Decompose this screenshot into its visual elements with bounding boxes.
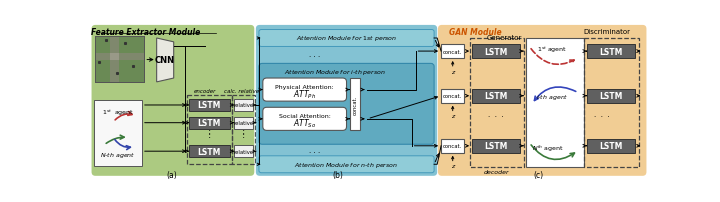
Text: ·  ·  ·: · · · — [593, 113, 609, 119]
FancyBboxPatch shape — [256, 26, 437, 176]
Bar — [94, 37, 144, 82]
Text: ·  ·  ·: · · · — [488, 113, 504, 119]
Bar — [441, 45, 464, 59]
Bar — [94, 53, 144, 61]
Text: LSTM: LSTM — [485, 92, 508, 101]
Text: Discriminator: Discriminator — [583, 29, 631, 35]
Bar — [441, 139, 464, 153]
Bar — [94, 37, 144, 82]
Text: LSTM: LSTM — [485, 142, 508, 150]
Bar — [526, 39, 584, 167]
Text: decoder: decoder — [483, 169, 509, 174]
Bar — [585, 39, 639, 167]
Text: Attention Module for $1st$ person: Attention Module for $1st$ person — [296, 34, 397, 43]
Text: LSTM: LSTM — [198, 101, 221, 110]
Text: Social Attention:: Social Attention: — [279, 114, 330, 119]
Bar — [469, 39, 524, 167]
Text: (c): (c) — [533, 170, 543, 179]
FancyBboxPatch shape — [438, 26, 647, 176]
Text: $ATT_{Ph}$: $ATT_{Ph}$ — [293, 88, 316, 100]
Text: concat.: concat. — [443, 94, 462, 99]
Text: Generator: Generator — [487, 35, 522, 41]
FancyBboxPatch shape — [263, 79, 346, 102]
Text: relative: relative — [233, 149, 253, 154]
Text: relative: relative — [233, 121, 253, 126]
Bar — [587, 89, 635, 103]
Bar — [189, 99, 230, 112]
Text: 1$^{st}$  agent: 1$^{st}$ agent — [102, 107, 134, 117]
Bar — [587, 45, 635, 59]
Bar — [110, 53, 120, 61]
Text: concat.: concat. — [443, 49, 462, 54]
Text: z: z — [451, 114, 454, 119]
Bar — [110, 37, 120, 82]
Bar — [232, 96, 255, 164]
Bar — [189, 145, 230, 158]
Bar — [234, 117, 253, 129]
Text: CNN: CNN — [155, 56, 175, 65]
Text: :: : — [242, 130, 245, 140]
Text: z: z — [451, 69, 454, 74]
FancyBboxPatch shape — [259, 64, 434, 145]
Bar — [187, 96, 232, 164]
Bar — [234, 145, 253, 158]
FancyBboxPatch shape — [263, 108, 346, 131]
Text: $N$-th agent: $N$-th agent — [100, 150, 135, 159]
Bar — [587, 139, 635, 153]
Text: 1$^{st}$ agent: 1$^{st}$ agent — [537, 45, 567, 55]
Text: (b): (b) — [333, 170, 343, 179]
Text: concat.: concat. — [353, 95, 358, 114]
Text: Attention Module for $i$-th person: Attention Module for $i$-th person — [284, 67, 386, 76]
FancyBboxPatch shape — [259, 30, 434, 47]
Text: GAN Module: GAN Module — [449, 27, 502, 36]
Bar — [94, 101, 142, 166]
Bar — [472, 45, 520, 59]
Text: LSTM: LSTM — [599, 142, 623, 150]
Text: concat.: concat. — [443, 144, 462, 148]
Bar — [189, 117, 230, 129]
Text: :: : — [208, 130, 211, 140]
Polygon shape — [157, 39, 174, 82]
Text: (a): (a) — [166, 170, 176, 179]
Text: Feature Extractor Module: Feature Extractor Module — [91, 27, 200, 36]
Text: $ATT_{So}$: $ATT_{So}$ — [293, 117, 316, 129]
Text: Physical Attention:: Physical Attention: — [275, 85, 334, 89]
Text: encoder: encoder — [194, 88, 216, 93]
Text: calc. relative: calc. relative — [225, 88, 259, 93]
Text: LSTM: LSTM — [198, 147, 221, 156]
Text: $i$-th agent: $i$-th agent — [536, 93, 568, 102]
Text: LSTM: LSTM — [599, 47, 623, 56]
FancyBboxPatch shape — [91, 26, 254, 176]
Text: :: : — [208, 126, 211, 137]
Text: z: z — [451, 163, 454, 168]
Bar — [472, 89, 520, 103]
Text: relative: relative — [233, 103, 253, 108]
Bar — [234, 99, 253, 112]
Text: Attention Module for $n$-th person: Attention Module for $n$-th person — [294, 160, 399, 169]
Text: LSTM: LSTM — [198, 119, 221, 127]
Text: LSTM: LSTM — [599, 92, 623, 101]
Text: LSTM: LSTM — [485, 47, 508, 56]
Bar — [472, 139, 520, 153]
Text: . . .: . . . — [309, 148, 320, 154]
Bar — [441, 89, 464, 103]
Text: . . .: . . . — [309, 52, 320, 58]
FancyBboxPatch shape — [259, 156, 434, 173]
Bar — [350, 79, 361, 131]
Text: :: : — [242, 126, 245, 137]
Text: $N^{th}$ agent: $N^{th}$ agent — [532, 143, 564, 154]
